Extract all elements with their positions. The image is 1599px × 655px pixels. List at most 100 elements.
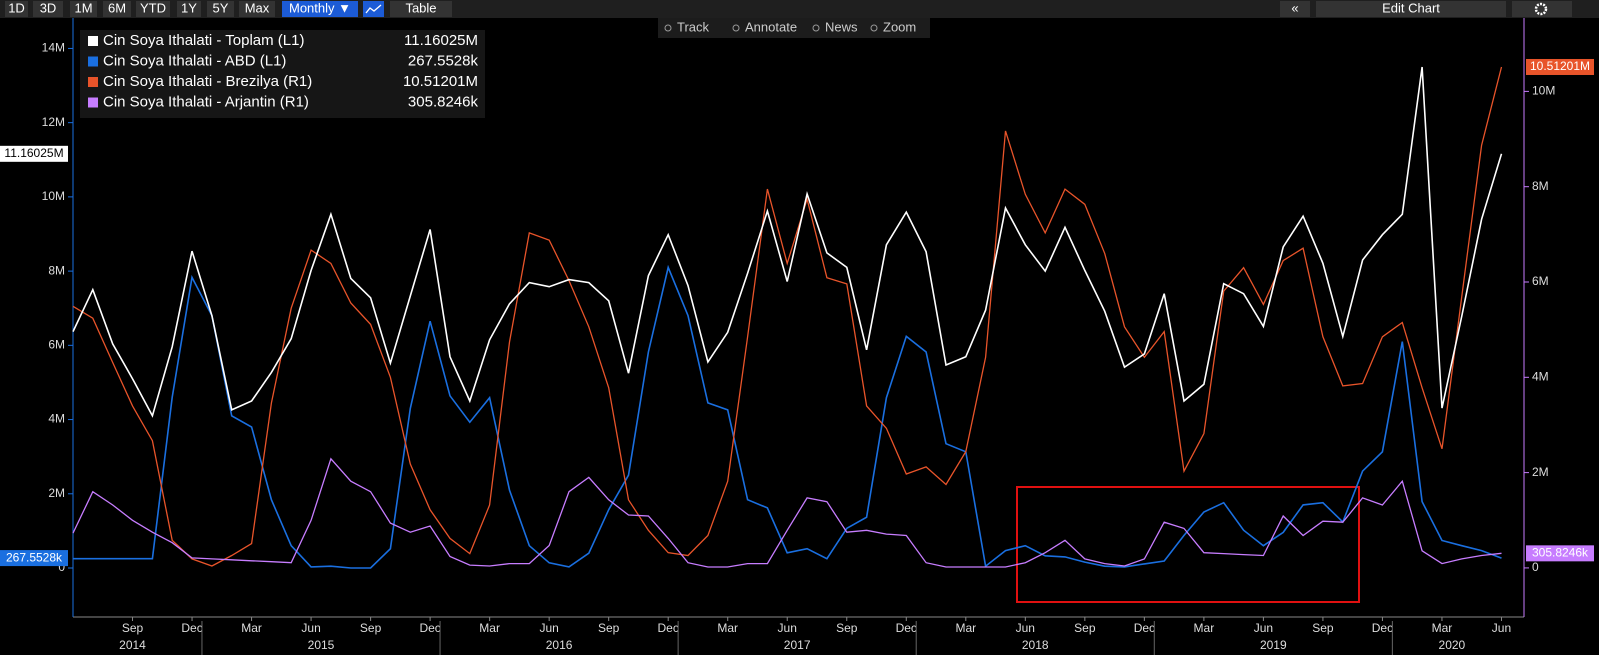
x-tick-label: Dec bbox=[658, 621, 679, 635]
legend-value: 11.16025M bbox=[404, 32, 478, 49]
y-tick-label: 8M bbox=[48, 263, 65, 277]
x-tick-label: Jun bbox=[1016, 621, 1035, 635]
frequency-label: Monthly ▼ bbox=[289, 0, 351, 15]
value-flag bbox=[0, 550, 68, 567]
chart-type-button[interactable] bbox=[363, 1, 384, 17]
value-flag-label: 305.8246k bbox=[1532, 546, 1589, 560]
x-tick-label: Jun bbox=[778, 621, 797, 635]
tool-icon bbox=[812, 24, 820, 32]
legend-name: Cin Soya Ithalati - Brezilya (R1) bbox=[103, 73, 312, 90]
x-tick-label: Dec bbox=[419, 621, 440, 635]
edit-label: Edit Chart bbox=[1382, 0, 1440, 15]
x-tick-label: Dec bbox=[896, 621, 917, 635]
x-tick-label: Mar bbox=[241, 621, 262, 635]
range-button[interactable] bbox=[5, 1, 28, 17]
x-tick-label: Jun bbox=[1254, 621, 1273, 635]
range-button[interactable] bbox=[239, 1, 275, 17]
x-tick-label: Sep bbox=[1312, 621, 1334, 635]
settings-button[interactable] bbox=[1512, 1, 1572, 17]
legend-name: Cin Soya Ithalati - Arjantin (R1) bbox=[103, 93, 309, 110]
range-button[interactable] bbox=[136, 1, 170, 17]
chart-tools bbox=[658, 18, 930, 38]
series-line bbox=[72, 66, 1503, 567]
range-label: 1D bbox=[8, 0, 25, 15]
series-line bbox=[73, 264, 1502, 569]
year-label: 2015 bbox=[308, 638, 335, 652]
legend: Cin Soya Ithalati - Toplam (L1) 11.16025M… bbox=[80, 30, 485, 118]
range-label: 1M bbox=[74, 0, 92, 15]
tool-icon bbox=[732, 24, 740, 32]
x-tick-label: Mar bbox=[717, 621, 738, 635]
x-tick-label: Sep bbox=[122, 621, 144, 635]
legend-name: Cin Soya Ithalati - ABD (L1) bbox=[103, 52, 286, 69]
settings-icon bbox=[1534, 2, 1548, 16]
legend-value: 305.8246k bbox=[408, 93, 479, 110]
x-tick-label: Dec bbox=[1134, 621, 1155, 635]
table-button[interactable] bbox=[390, 1, 452, 17]
x-tick-label: Mar bbox=[1432, 621, 1453, 635]
collapse-button[interactable] bbox=[1280, 1, 1310, 17]
x-tick-label: Mar bbox=[479, 621, 500, 635]
x-tick-label: Sep bbox=[836, 621, 858, 635]
legend-swatch bbox=[88, 56, 98, 67]
x-tick-label: Dec bbox=[1372, 621, 1393, 635]
y-tick-label: 12M bbox=[42, 115, 65, 129]
x-tick-label: Mar bbox=[955, 621, 976, 635]
range-button[interactable] bbox=[103, 1, 131, 17]
year-label: 2019 bbox=[1260, 638, 1287, 652]
chart-icon bbox=[365, 4, 382, 14]
range-button[interactable] bbox=[207, 1, 234, 17]
toolbar-buttons: 1D 3D 1M 6M YTD 1Y 5Y Max Monthly ▼ Table « Edit Ch… bbox=[5, 0, 1572, 34]
x-tick-label: Sep bbox=[360, 621, 382, 635]
edit-button[interactable] bbox=[1316, 1, 1506, 17]
range-label: 6M bbox=[108, 0, 126, 15]
x-tick-label: Jun bbox=[1492, 621, 1511, 635]
year-label: 2018 bbox=[1022, 638, 1049, 652]
legend-value: 267.5528k bbox=[408, 52, 479, 69]
y2-tick-label: 2M bbox=[1532, 465, 1549, 479]
value-flag bbox=[1526, 58, 1594, 75]
tool-icon bbox=[664, 24, 672, 32]
value-flag bbox=[1526, 545, 1594, 562]
value-flag-label: 11.16025M bbox=[4, 146, 63, 160]
value-flag-label: 267.5528k bbox=[6, 550, 63, 564]
value-flag-label: 10.51201M bbox=[1530, 59, 1590, 73]
range-button[interactable] bbox=[33, 1, 63, 17]
x-tick-label: Sep bbox=[598, 621, 620, 635]
x-tick-label: Mar bbox=[1194, 621, 1215, 635]
year-label: 2014 bbox=[119, 638, 146, 652]
legend-name: Cin Soya Ithalati - Toplam (L1) bbox=[103, 32, 304, 49]
tool-label[interactable]: Annotate bbox=[745, 19, 797, 34]
y2-tick-label: 10M bbox=[1532, 84, 1555, 98]
tool-label[interactable]: Track bbox=[677, 19, 710, 34]
x-tick-label: Jun bbox=[301, 621, 320, 635]
series-line bbox=[72, 457, 1502, 568]
legend-swatch bbox=[88, 77, 98, 87]
table-label: Table bbox=[405, 0, 436, 15]
y2-tick-label: 0 bbox=[1532, 560, 1539, 574]
y2-tick-label: 4M bbox=[1532, 369, 1549, 383]
range-button[interactable] bbox=[177, 1, 201, 17]
year-label: 2016 bbox=[546, 638, 573, 652]
y-tick-label: 0 bbox=[58, 560, 65, 574]
y-tick-label: 4M bbox=[48, 412, 65, 426]
tool-label[interactable]: News bbox=[825, 19, 858, 34]
x-tick-label: Sep bbox=[1074, 621, 1096, 635]
tool-label[interactable]: Zoom bbox=[883, 19, 916, 34]
frequency-button[interactable] bbox=[282, 1, 358, 17]
range-button[interactable] bbox=[70, 1, 97, 17]
range-label: 3D bbox=[40, 0, 57, 15]
value-flag bbox=[0, 145, 68, 162]
range-label: Max bbox=[245, 0, 270, 15]
range-label: 5Y bbox=[213, 0, 229, 15]
y2-tick-label: 6M bbox=[1532, 274, 1549, 288]
x-tick-label: Jun bbox=[539, 621, 558, 635]
legend-swatch bbox=[88, 97, 98, 108]
legend-swatch bbox=[88, 36, 98, 46]
y-tick-label: 10M bbox=[42, 189, 65, 203]
year-label: 2017 bbox=[784, 638, 811, 652]
tool-icon bbox=[870, 24, 878, 32]
x-tick-label: Dec bbox=[181, 621, 202, 635]
